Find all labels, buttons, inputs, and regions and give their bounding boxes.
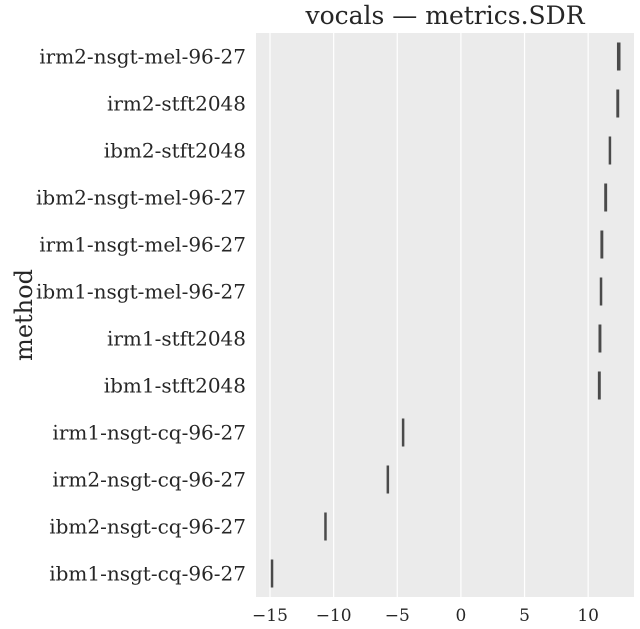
category-label: ibm1-stft2048: [104, 374, 246, 398]
plot-background: [256, 33, 634, 597]
box-ibm1-nsgt-cq-96-27: [270, 559, 274, 588]
x-tick-label: 10: [577, 606, 599, 626]
category-label: irm1-nsgt-mel-96-27: [39, 233, 246, 257]
grid: [269, 33, 589, 597]
category-label: ibm2-nsgt-mel-96-27: [36, 186, 246, 210]
category-labels: irm2-nsgt-mel-96-27 irm2-stft2048 ibm2-stf…: [36, 45, 246, 586]
boxes: [270, 42, 621, 588]
chart-title: vocals — metrics.SDR: [304, 1, 585, 30]
box-irm1-nsgt-cq-96-27: [401, 418, 405, 447]
x-tick-label: 0: [455, 606, 466, 626]
category-label: ibm1-nsgt-mel-96-27: [36, 280, 246, 304]
category-label: ibm2-nsgt-cq-96-27: [49, 515, 246, 539]
box-irm1-stft2048: [598, 324, 602, 353]
box-irm2-nsgt-mel-96-27: [616, 42, 621, 71]
box-irm1-nsgt-mel-96-27: [600, 230, 604, 259]
x-tick-label: −5: [385, 606, 410, 626]
box-ibm2-stft2048: [608, 136, 612, 165]
box-ibm1-nsgt-mel-96-27: [599, 277, 603, 306]
box-ibm2-nsgt-mel-96-27: [604, 183, 608, 212]
box-irm2-nsgt-cq-96-27: [386, 465, 390, 494]
category-label: irm1-stft2048: [107, 327, 246, 351]
box-irm2-stft2048: [616, 89, 620, 118]
x-tick-label: 5: [519, 606, 530, 626]
box-ibm1-stft2048: [597, 371, 601, 400]
x-tick-labels: −15 −10 −5 0 5 10: [252, 606, 599, 626]
x-tick-label: −10: [316, 606, 352, 626]
category-label: irm2-stft2048: [107, 92, 246, 116]
category-label: ibm2-stft2048: [104, 139, 246, 163]
category-label: irm2-nsgt-cq-96-27: [52, 468, 246, 492]
category-label: irm1-nsgt-cq-96-27: [52, 421, 246, 445]
category-label: irm2-nsgt-mel-96-27: [39, 45, 246, 69]
box-ibm2-nsgt-cq-96-27: [324, 512, 327, 541]
y-axis-label: method: [10, 269, 38, 361]
x-tick-label: −15: [252, 606, 288, 626]
category-label: ibm1-nsgt-cq-96-27: [49, 562, 246, 586]
